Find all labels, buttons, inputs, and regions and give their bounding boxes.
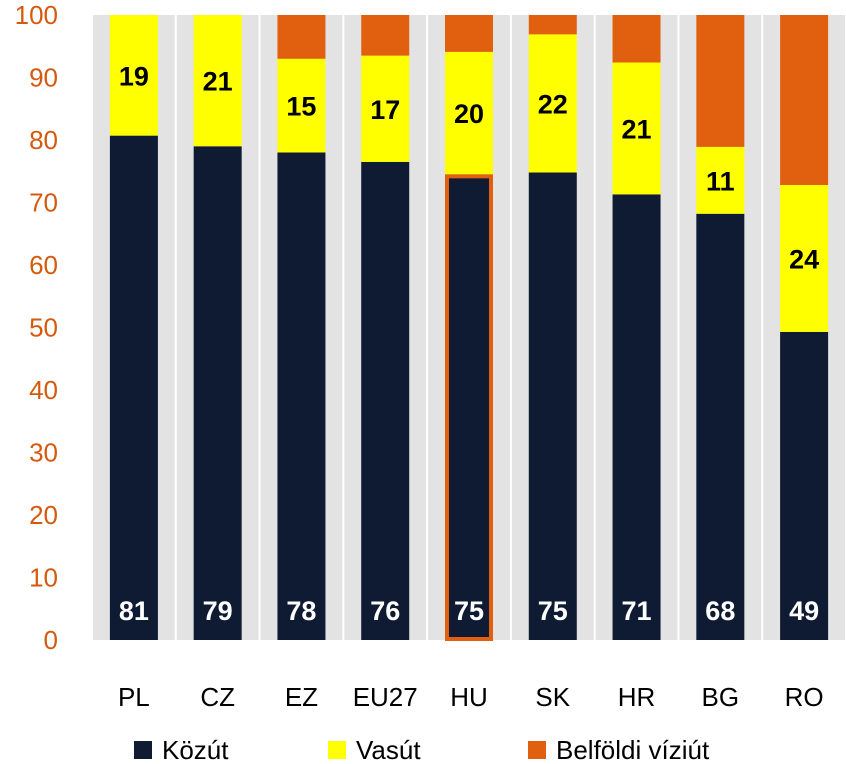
y-tick-label: 20 <box>29 500 58 530</box>
y-tick-label: 70 <box>29 188 58 218</box>
data-label-kozut: 79 <box>203 596 233 626</box>
data-label-vasut: 22 <box>538 89 568 119</box>
data-label-vasut: 15 <box>286 92 316 122</box>
data-label-vasut: 21 <box>203 67 233 97</box>
x-tick-label: BG <box>702 682 740 712</box>
data-label-kozut: 78 <box>286 596 316 626</box>
bar-segment-vasút <box>612 62 661 195</box>
bar-segment-közút <box>361 161 410 640</box>
y-tick-label: 40 <box>29 375 58 405</box>
y-tick-label: 60 <box>29 250 58 280</box>
bar-segment-vasút <box>193 15 242 147</box>
x-tick-label: HU <box>450 682 488 712</box>
bar-segment-vasút <box>780 185 829 332</box>
data-label-vasut: 24 <box>789 244 819 274</box>
data-label-vasut: 21 <box>622 114 652 144</box>
y-tick-label: 100 <box>15 0 58 30</box>
bar-segment-közút <box>277 152 326 640</box>
bar-segment-közút <box>445 174 493 640</box>
bar-segment-vasút <box>361 55 410 162</box>
legend-label: Közút <box>162 735 229 764</box>
x-tick-label: RO <box>785 682 824 712</box>
highlight-outline <box>445 174 493 641</box>
legend-swatch <box>328 741 346 759</box>
bar-segment-belföldi-víziút <box>528 15 577 35</box>
x-tick-label: EZ <box>285 682 318 712</box>
bar-segment-belföldi-víziút <box>696 15 745 147</box>
data-label-kozut: 75 <box>454 596 484 626</box>
legend-swatch <box>528 741 546 759</box>
bar-segment-vasút <box>445 51 493 175</box>
bar-segment-közút <box>780 331 829 640</box>
x-tick-label: PL <box>118 682 150 712</box>
data-label-kozut: 71 <box>622 596 652 626</box>
bar-segment-vasút <box>277 58 326 153</box>
bar-segment-vasút <box>109 15 158 136</box>
bar-segment-belföldi-víziút <box>780 15 829 185</box>
y-tick-label: 10 <box>29 563 58 593</box>
bar-segment-közút <box>109 135 158 640</box>
legend-label: Belföldi víziút <box>556 735 710 764</box>
y-tick-label: 80 <box>29 125 58 155</box>
data-label-kozut: 81 <box>119 596 149 626</box>
x-tick-label: SK <box>535 682 570 712</box>
bar-segment-közút <box>696 213 745 640</box>
legend-label: Vasút <box>356 735 421 764</box>
x-tick-label: CZ <box>200 682 235 712</box>
bar-segment-belföldi-víziút <box>277 15 326 59</box>
data-label-kozut: 75 <box>538 596 568 626</box>
y-tick-label: 50 <box>29 313 58 343</box>
data-label-vasut: 11 <box>706 166 735 196</box>
y-tick-label: 0 <box>44 625 58 655</box>
bar-segment-vasút <box>528 34 577 173</box>
y-tick-label: 30 <box>29 438 58 468</box>
bar-segment-belföldi-víziút <box>612 15 661 63</box>
bar-segment-vasút <box>696 146 745 214</box>
bar-segment-belföldi-víziút <box>361 15 410 56</box>
x-tick-label: EU27 <box>353 682 418 712</box>
data-label-vasut: 19 <box>119 61 149 91</box>
x-tick-label: HR <box>618 682 656 712</box>
bar-segment-belföldi-víziút <box>445 15 493 52</box>
data-label-kozut: 76 <box>370 596 400 626</box>
legend-swatch <box>134 741 152 759</box>
bar-segment-közút <box>612 194 661 640</box>
data-label-kozut: 68 <box>705 596 735 626</box>
bar-segment-közút <box>193 146 242 640</box>
data-label-vasut: 17 <box>370 95 400 125</box>
bar-segment-közút <box>528 172 577 640</box>
data-label-vasut: 20 <box>454 99 484 129</box>
data-label-kozut: 49 <box>789 596 819 626</box>
y-tick-label: 90 <box>29 63 58 93</box>
